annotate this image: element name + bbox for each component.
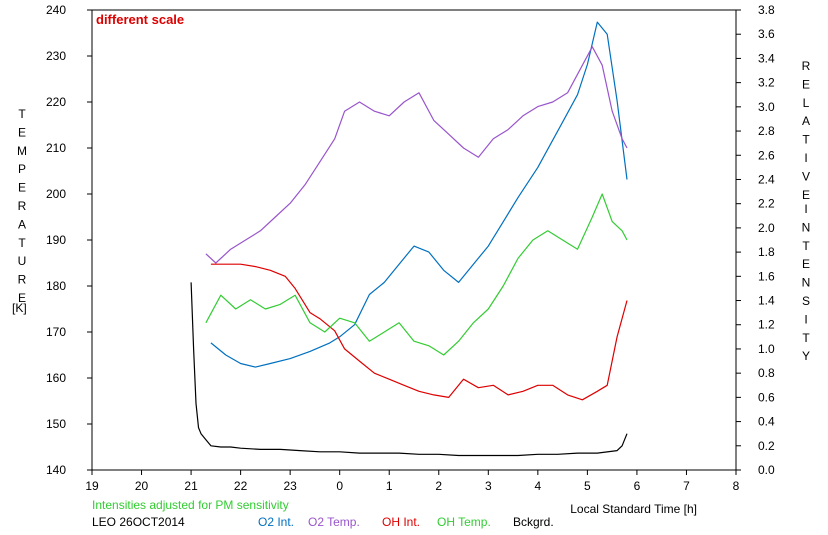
right-tick-label-3.2: 3.2 [758,76,775,90]
right-label-letter-a7: E [802,188,810,202]
right-label-letter-b7: T [802,331,810,345]
annotation-different-scale: different scale [96,12,184,27]
left-label-letter-1: E [18,125,26,139]
right-label-letter-b8: Y [802,349,810,363]
right-label-letter-b6: I [804,312,807,326]
right-label-letter-b1: N [802,220,811,234]
left-tick-label-190: 190 [46,233,66,247]
right-tick-label-2.8: 2.8 [758,124,775,138]
right-tick-label-3.4: 3.4 [758,51,775,65]
right-label-letter-a1: E [802,77,810,91]
left-tick-label-170: 170 [46,325,66,339]
left-tick-label-140: 140 [46,463,66,477]
x-axis-label: Local Standard Time [h] [570,502,697,516]
right-tick-label-2.2: 2.2 [758,197,775,211]
left-label-letter-9: R [18,273,27,287]
legend-o2-temp: O2 Temp. [308,515,360,529]
x-axis-ticks: 19 20 21 22 23 0 1 2 3 4 5 6 7 8 [85,470,740,493]
x-tick-label-6: 6 [634,479,641,493]
left-label-letter-8: U [18,254,27,268]
legend-oh-int: OH Int. [382,515,420,529]
left-label-letter-5: R [18,199,27,213]
plot-frame [91,9,737,471]
left-tick-label-180: 180 [46,279,66,293]
right-tick-label-0.2: 0.2 [758,439,775,453]
left-label-letter-0: T [18,107,26,121]
left-label-letter-10: E [18,291,26,305]
x-tick-label-5: 5 [584,479,591,493]
right-tick-label-0.6: 0.6 [758,390,775,404]
right-tick-label-0.4: 0.4 [758,415,775,429]
x-tick-label-0: 0 [336,479,343,493]
right-label-letter-b0: I [804,202,807,216]
left-label-letter-2: M [17,144,27,158]
x-tick-label-19: 19 [85,479,99,493]
right-label-letter-a0: R [802,59,811,73]
legend-oh-temp: OH Temp. [437,515,491,529]
right-label-letter-b5: S [802,294,810,308]
left-tick-label-150: 150 [46,417,66,431]
series-line-bckgrd [190,282,628,457]
x-tick-label-21: 21 [184,479,198,493]
right-label-letter-b3: E [802,257,810,271]
left-axis-ticks: 140 150 160 170 180 190 200 210 220 230 240 [46,3,92,477]
right-tick-label-2.4: 2.4 [758,172,775,186]
left-label-letter-7: T [18,236,26,250]
left-label-letter-6: A [18,217,26,231]
x-tick-label-20: 20 [135,479,149,493]
x-tick-label-2: 2 [435,479,442,493]
left-tick-label-200: 200 [46,187,66,201]
x-tick-label-3: 3 [485,479,492,493]
right-label-letter-a4: T [802,133,810,147]
left-axis-unit: [K] [12,301,27,315]
right-tick-label-2.6: 2.6 [758,148,775,162]
right-tick-label-3.6: 3.6 [758,27,775,41]
left-tick-label-230: 230 [46,49,66,63]
right-label-letter-b2: T [802,239,810,253]
left-tick-label-240: 240 [46,3,66,17]
right-axis-ticks: 0.0 0.2 0.4 0.6 0.8 1.0 1.2 1.4 1.6 1.8 2.0 2.2 2.4 2… [736,3,775,477]
note-pm-sensitivity: Intensities adjusted for PM sensitivity [92,498,289,512]
left-label-letter-4: E [18,181,26,195]
right-tick-label-3.0: 3.0 [758,100,775,114]
x-tick-label-7: 7 [683,479,690,493]
right-tick-label-0.0: 0.0 [758,463,775,477]
right-label-letter-a6: V [802,169,810,183]
right-tick-label-1.0: 1.0 [758,342,775,356]
series-line-oh-temp [205,193,628,356]
legend-o2-int: O2 Int. [258,515,294,529]
right-tick-label-0.8: 0.8 [758,366,775,380]
x-tick-label-22: 22 [234,479,248,493]
x-tick-label-4: 4 [535,479,542,493]
series-line-o2-int [210,21,628,368]
x-tick-label-1: 1 [386,479,393,493]
series-line-oh-int [210,263,628,401]
right-tick-label-1.8: 1.8 [758,245,775,259]
right-label-letter-a5: I [804,151,807,165]
series-layer [190,21,628,457]
right-tick-label-2.0: 2.0 [758,221,775,235]
right-tick-label-1.6: 1.6 [758,269,775,283]
right-tick-label-1.4: 1.4 [758,294,775,308]
left-tick-label-210: 210 [46,141,66,155]
right-label-letter-a3: A [802,114,810,128]
legend-bckgrd: Bckgrd. [513,515,554,529]
left-tick-label-160: 160 [46,371,66,385]
x-tick-label-23: 23 [283,479,297,493]
station-label: LEO 26OCT2014 [92,515,185,529]
right-tick-label-3.8: 3.8 [758,3,775,17]
right-label-letter-a2: L [803,96,810,110]
left-tick-label-220: 220 [46,95,66,109]
series-line-o2-temp [205,46,628,264]
right-label-letter-b4: N [802,276,811,290]
x-tick-label-8: 8 [733,479,740,493]
left-label-letter-3: P [18,162,26,176]
right-tick-label-1.2: 1.2 [758,318,775,332]
